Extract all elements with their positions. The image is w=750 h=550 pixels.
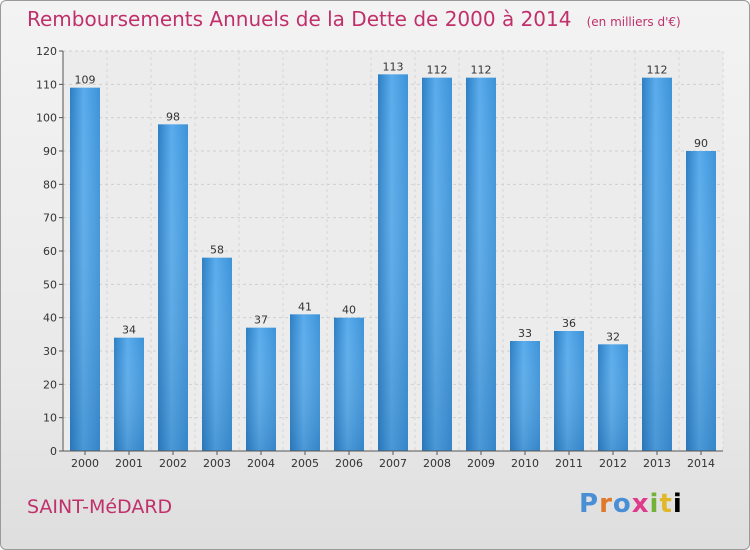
data-label: 113 bbox=[383, 60, 404, 73]
y-tick-label: 30 bbox=[43, 345, 57, 358]
x-tick-label: 2003 bbox=[203, 457, 231, 470]
chart-subtitle: (en milliers d'€) bbox=[586, 15, 681, 29]
x-tick-label: 2011 bbox=[555, 457, 583, 470]
data-label: 34 bbox=[122, 324, 136, 337]
x-tick-label: 2000 bbox=[71, 457, 99, 470]
bar-shade bbox=[642, 77, 672, 452]
y-tick-label: 20 bbox=[43, 378, 57, 391]
data-label: 112 bbox=[427, 64, 448, 77]
x-tick-label: 2002 bbox=[159, 457, 187, 470]
bar-shade bbox=[290, 314, 320, 451]
bar-shade bbox=[246, 327, 276, 451]
bar-shade bbox=[334, 317, 364, 451]
bar-shade bbox=[378, 74, 408, 451]
logo-letter: t bbox=[659, 489, 673, 519]
bar-shade bbox=[158, 124, 188, 451]
x-tick-label: 2006 bbox=[335, 457, 363, 470]
data-label: 98 bbox=[166, 110, 180, 123]
x-tick-label: 2013 bbox=[643, 457, 671, 470]
bar-shade bbox=[114, 337, 144, 451]
y-tick-label: 0 bbox=[50, 445, 57, 458]
y-tick-label: 60 bbox=[43, 245, 57, 258]
data-label: 90 bbox=[694, 137, 708, 150]
data-label: 40 bbox=[342, 304, 356, 317]
data-label: 41 bbox=[298, 300, 312, 313]
x-tick-label: 2010 bbox=[511, 457, 539, 470]
data-label: 112 bbox=[647, 64, 668, 77]
bar-shade bbox=[554, 331, 584, 451]
chart-title: Remboursements Annuels de la Dette de 20… bbox=[27, 7, 572, 31]
commune-name: SAINT-MéDARD bbox=[27, 496, 173, 518]
bar-shade bbox=[70, 87, 100, 452]
y-tick-label: 90 bbox=[43, 145, 57, 158]
title-line: Remboursements Annuels de la Dette de 20… bbox=[27, 7, 681, 31]
x-tick-label: 2009 bbox=[467, 457, 495, 470]
y-tick-label: 120 bbox=[36, 45, 57, 58]
y-tick-label: 110 bbox=[36, 78, 57, 91]
x-tick-label: 2004 bbox=[247, 457, 275, 470]
y-tick-label: 100 bbox=[36, 112, 57, 125]
x-tick-label: 2001 bbox=[115, 457, 143, 470]
y-tick-label: 40 bbox=[43, 312, 57, 325]
data-label: 37 bbox=[254, 314, 268, 327]
bar-shade bbox=[510, 341, 540, 451]
data-label: 109 bbox=[75, 74, 96, 87]
data-label: 32 bbox=[606, 330, 620, 343]
data-label: 33 bbox=[518, 327, 532, 340]
logo-letter: r bbox=[599, 489, 613, 519]
y-tick-label: 80 bbox=[43, 178, 57, 191]
logo-letter: P bbox=[579, 489, 600, 519]
logo-letter: x bbox=[631, 489, 650, 519]
data-label: 58 bbox=[210, 244, 224, 257]
logo-letter: o bbox=[612, 489, 632, 519]
y-tick-label: 70 bbox=[43, 212, 57, 225]
bar-shade bbox=[466, 77, 496, 452]
bar-shade bbox=[422, 77, 452, 452]
data-label: 112 bbox=[471, 64, 492, 77]
bar-shade bbox=[686, 151, 716, 451]
axis-layer: 0 10 20 30 40 50 60 70 80 90 100 110 120 2000 2001 2002… bbox=[36, 45, 723, 470]
x-tick-label: 2008 bbox=[423, 457, 451, 470]
logo-letter: i bbox=[649, 489, 660, 519]
y-tick-label: 10 bbox=[43, 412, 57, 425]
bar-shade bbox=[202, 257, 232, 451]
data-label: 36 bbox=[562, 317, 576, 330]
y-tick-label: 50 bbox=[43, 278, 57, 291]
bar-layer: 109 34 98 58 37 41 40 113 112 112 33 36 32 112 90 bbox=[70, 60, 716, 452]
x-tick-label: 2005 bbox=[291, 457, 319, 470]
logo-letter: i bbox=[672, 489, 683, 519]
bar-shade bbox=[598, 344, 628, 451]
x-tick-label: 2014 bbox=[687, 457, 715, 470]
x-tick-label: 2007 bbox=[379, 457, 407, 470]
x-tick-label: 2012 bbox=[599, 457, 627, 470]
proxiti-logo[interactable]: Proxiti bbox=[579, 489, 683, 519]
